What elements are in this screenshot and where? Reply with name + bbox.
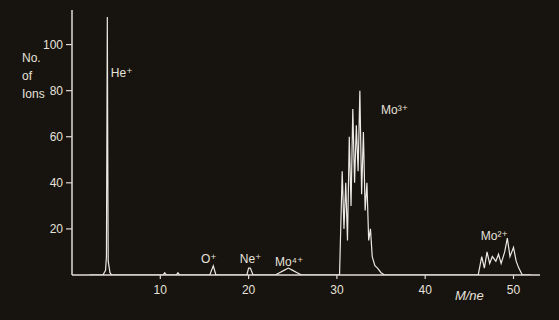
peak-label: Mo⁴⁺ xyxy=(275,255,303,269)
y-tick-label: 40 xyxy=(50,176,64,190)
x-tick-label: 50 xyxy=(507,283,521,297)
spectrum-line xyxy=(90,17,532,275)
x-tick xyxy=(160,275,161,279)
peak-label: O⁺ xyxy=(201,252,217,266)
plot-area xyxy=(90,17,532,275)
y-tick xyxy=(66,44,72,45)
peak-label: Ne⁺ xyxy=(240,252,262,266)
peak-label: Mo³⁺ xyxy=(381,103,408,117)
y-axis-label-part: Ions xyxy=(22,87,45,101)
y-axis-label: No. of Ions xyxy=(22,51,45,101)
y-tick-label: 80 xyxy=(50,84,64,98)
x-tick xyxy=(336,275,337,279)
chart: 20 40 60 80 100 10 20 30 40 50 No. of Ions M/ne He⁺ O⁺ N… xyxy=(0,0,559,320)
x-axis-label: M/ne xyxy=(455,288,484,303)
y-axis-label-part: No. xyxy=(22,51,41,65)
y-tick-label: 20 xyxy=(50,222,64,236)
y-tick-label: 60 xyxy=(50,130,64,144)
x-tick-label: 10 xyxy=(154,283,168,297)
y-axis xyxy=(71,10,73,275)
x-tick-label: 30 xyxy=(330,283,344,297)
y-tick-label: 100 xyxy=(43,38,63,52)
y-tick xyxy=(66,90,72,91)
y-axis-label-part: of xyxy=(22,69,33,83)
x-tick xyxy=(513,275,514,279)
y-tick xyxy=(66,182,72,183)
peak-label: He⁺ xyxy=(111,66,133,80)
peak-label: Mo²⁺ xyxy=(481,229,508,243)
x-tick-label: 40 xyxy=(419,283,433,297)
x-tick xyxy=(248,275,249,279)
x-tick-label: 20 xyxy=(242,283,256,297)
y-tick xyxy=(66,228,72,229)
background xyxy=(0,0,559,320)
x-tick xyxy=(425,275,426,279)
y-tick xyxy=(66,136,72,137)
